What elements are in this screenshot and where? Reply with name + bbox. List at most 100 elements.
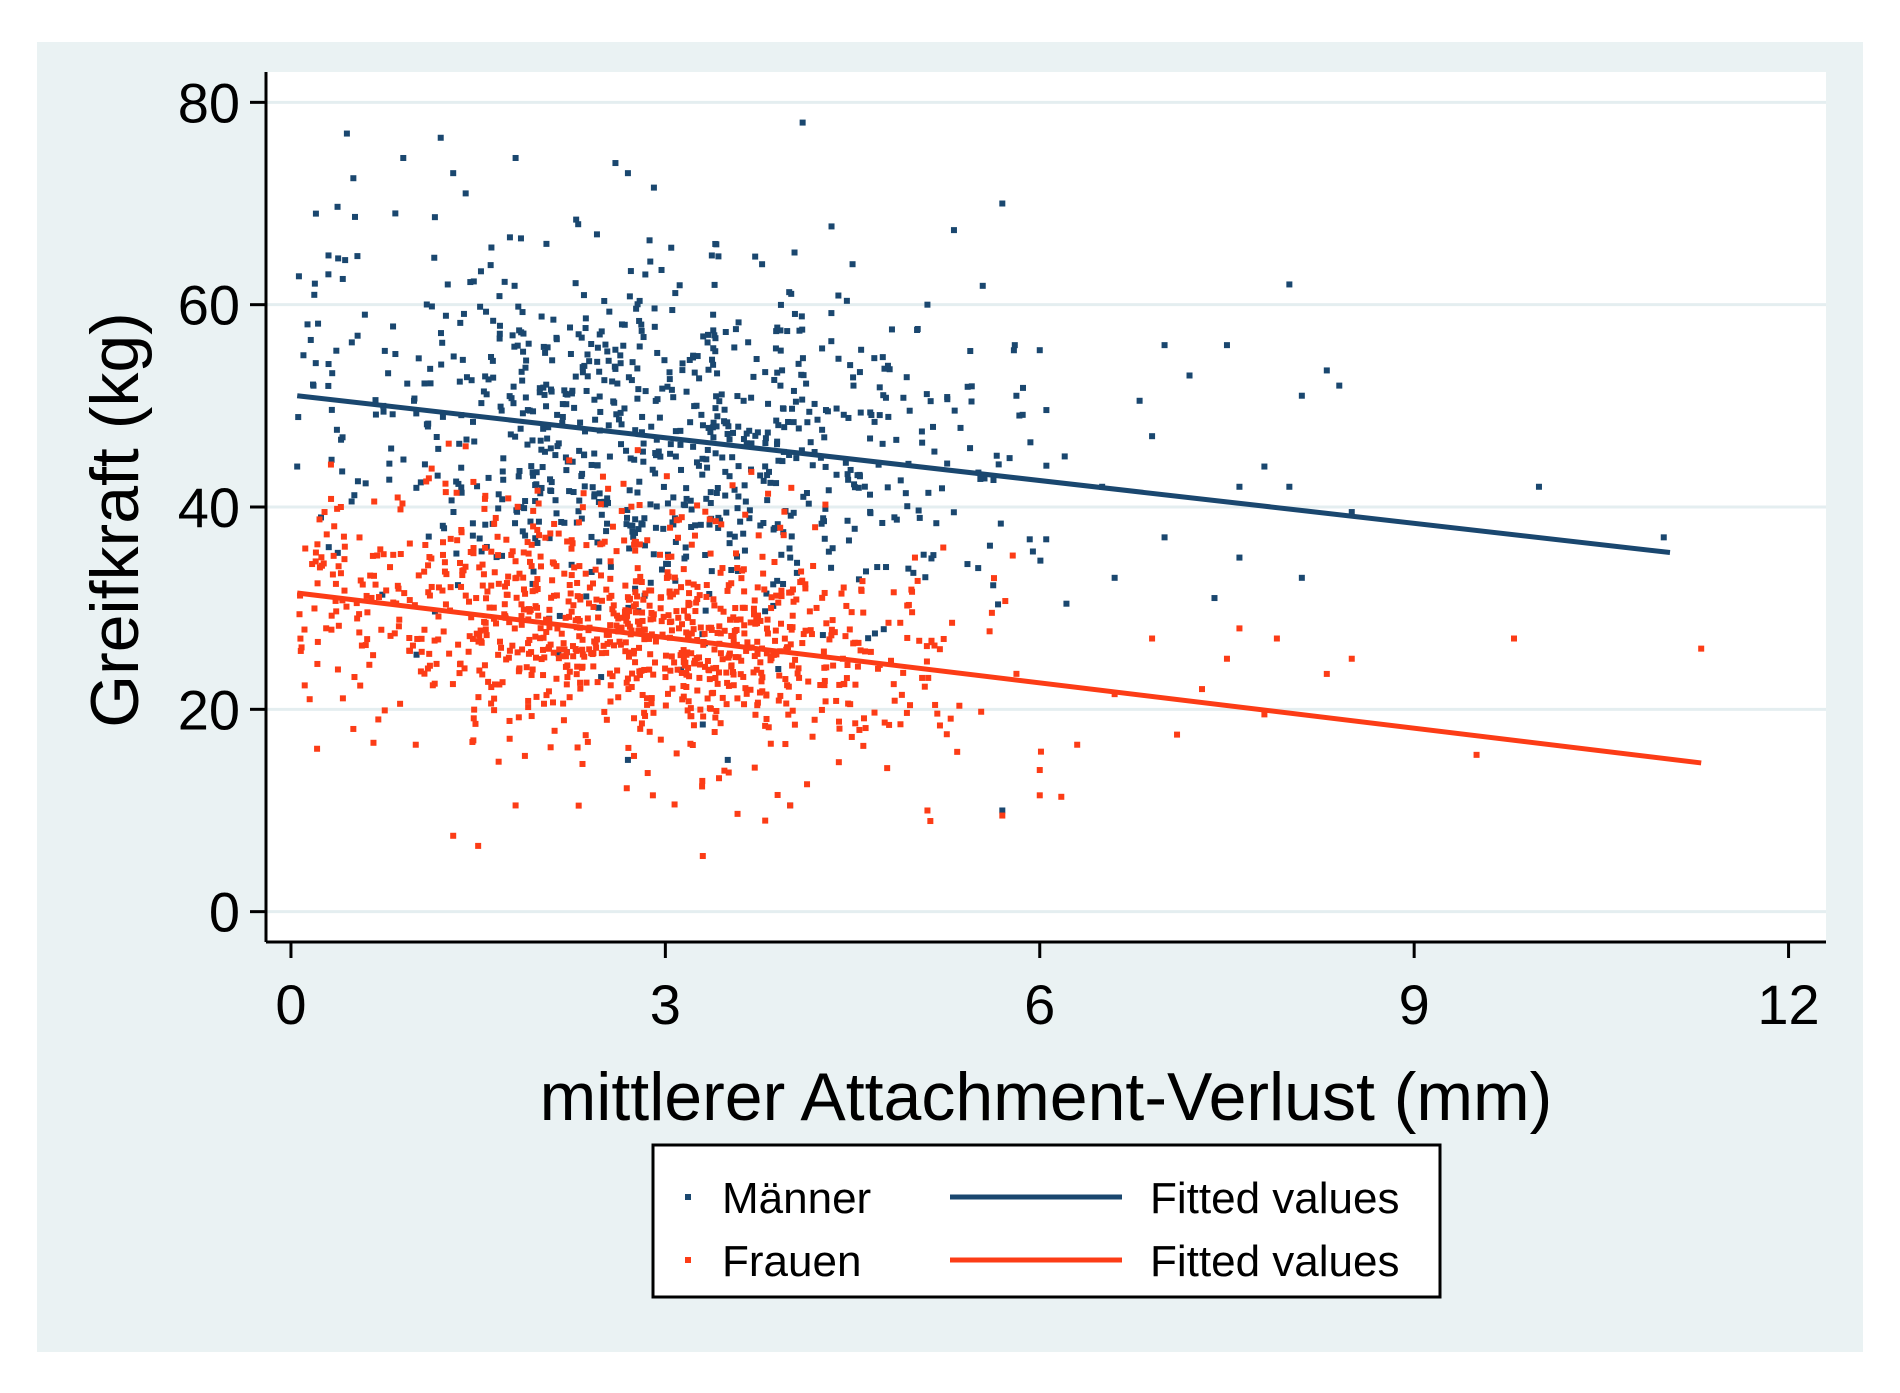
point-frauen <box>788 626 795 633</box>
point-frauen <box>844 662 851 669</box>
point-maenner <box>743 430 750 437</box>
point-frauen <box>381 707 388 714</box>
point-maenner <box>881 365 888 372</box>
point-maenner <box>951 407 958 414</box>
point-maenner <box>499 552 506 559</box>
point-frauen <box>425 562 432 569</box>
point-frauen <box>978 708 985 715</box>
point-maenner <box>339 468 346 475</box>
point-maenner <box>730 429 737 436</box>
point-frauen <box>724 587 731 594</box>
point-frauen <box>318 554 325 561</box>
point-maenner <box>676 282 683 289</box>
point-maenner <box>468 377 475 384</box>
x-tick-label-12: 12 <box>1757 973 1819 1036</box>
point-maenner <box>658 566 665 573</box>
fit-line-frauen <box>296 590 1702 766</box>
point-maenner <box>506 234 513 241</box>
point-frauen <box>577 679 584 686</box>
point-frauen <box>634 618 641 625</box>
point-maenner <box>765 400 772 407</box>
point-frauen <box>594 679 601 686</box>
y-tick-label-20: 20 <box>178 678 240 741</box>
point-frauen <box>466 633 473 640</box>
point-frauen <box>476 667 483 674</box>
point-frauen <box>399 500 406 507</box>
point-frauen <box>371 572 378 579</box>
point-frauen <box>1174 731 1181 738</box>
point-maenner <box>511 343 518 350</box>
point-frauen <box>470 478 477 485</box>
point-frauen <box>551 520 558 527</box>
point-frauen <box>822 501 829 508</box>
point-frauen <box>795 665 802 672</box>
point-maenner <box>712 450 719 457</box>
point-frauen <box>495 552 502 559</box>
point-frauen <box>534 586 541 593</box>
point-frauen <box>625 653 632 660</box>
point-maenner <box>791 249 798 256</box>
point-maenner <box>734 393 741 400</box>
point-frauen <box>691 532 698 539</box>
point-frauen <box>553 675 560 682</box>
point-frauen <box>460 567 467 574</box>
point-maenner <box>522 394 529 401</box>
point-frauen <box>841 681 848 688</box>
point-maenner <box>624 170 631 177</box>
point-frauen <box>593 636 600 643</box>
point-frauen <box>592 566 599 573</box>
point-frauen <box>686 590 693 597</box>
point-maenner <box>529 580 536 587</box>
point-frauen <box>512 558 519 565</box>
point-frauen <box>526 636 533 643</box>
point-frauen <box>397 700 404 707</box>
point-maenner <box>631 456 638 463</box>
point-maenner <box>1223 342 1230 349</box>
point-frauen <box>811 716 818 723</box>
point-frauen <box>394 494 401 501</box>
point-maenner <box>798 447 805 454</box>
point-maenner <box>847 466 854 473</box>
point-frauen <box>680 693 687 700</box>
point-maenner <box>614 380 621 387</box>
point-frauen <box>750 669 757 676</box>
point-maenner <box>556 612 563 619</box>
point-maenner <box>757 522 764 529</box>
point-frauen <box>699 777 706 784</box>
point-frauen <box>560 717 567 724</box>
point-frauen <box>488 548 495 555</box>
point-maenner <box>541 391 548 398</box>
point-maenner <box>591 396 598 403</box>
point-maenner <box>981 475 988 482</box>
point-maenner <box>404 380 411 387</box>
point-maenner <box>833 405 840 412</box>
point-frauen <box>778 587 785 594</box>
point-frauen <box>483 632 490 639</box>
point-maenner <box>790 419 797 426</box>
point-maenner <box>495 505 502 512</box>
point-maenner <box>726 531 733 538</box>
point-frauen <box>657 594 664 601</box>
point-frauen <box>725 769 732 776</box>
point-maenner <box>638 321 645 328</box>
point-frauen <box>721 767 728 774</box>
point-maenner <box>547 445 554 452</box>
point-frauen <box>710 689 717 696</box>
point-frauen <box>462 592 469 599</box>
point-frauen <box>1199 686 1205 693</box>
point-frauen <box>337 570 344 577</box>
point-frauen <box>574 663 581 670</box>
point-frauen <box>574 579 581 586</box>
point-maenner <box>871 630 878 637</box>
point-frauen <box>1058 793 1065 800</box>
point-frauen <box>909 609 916 616</box>
point-frauen <box>781 635 788 642</box>
point-maenner <box>712 240 719 247</box>
point-maenner <box>967 348 974 355</box>
point-maenner <box>576 497 583 504</box>
point-maenner <box>567 324 574 331</box>
point-frauen <box>482 544 489 551</box>
point-frauen <box>650 611 657 618</box>
point-maenner <box>709 424 716 431</box>
point-frauen <box>577 596 584 603</box>
